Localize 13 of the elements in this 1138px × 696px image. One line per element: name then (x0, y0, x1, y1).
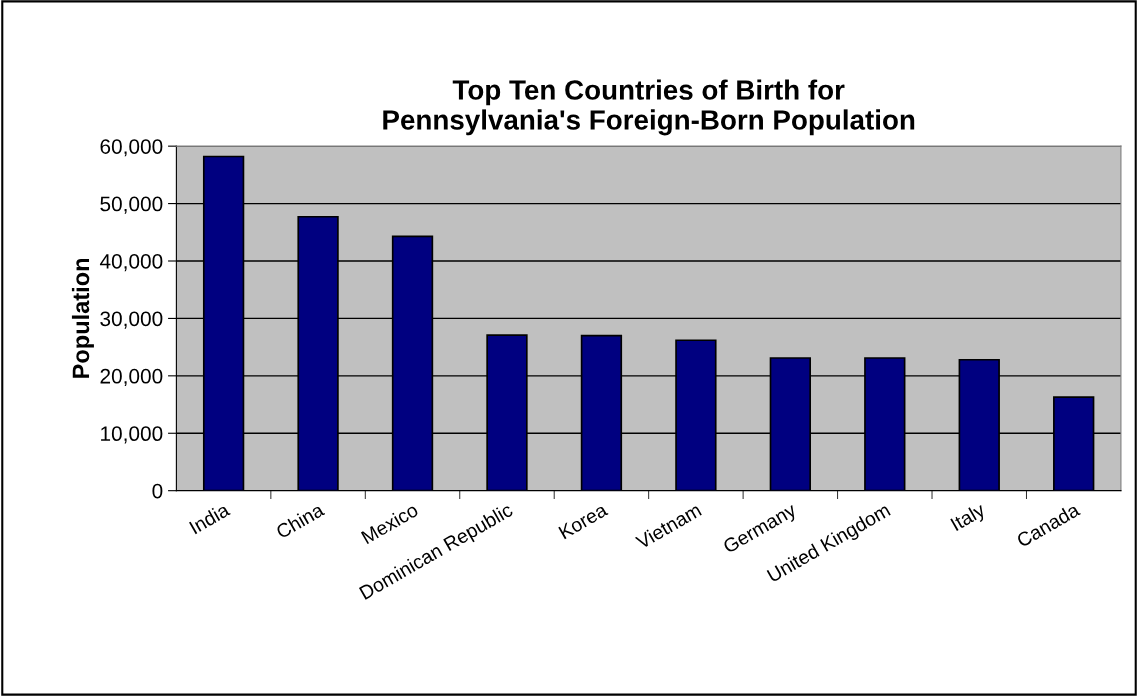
x-tick-label: China (274, 501, 326, 540)
y-tick-label: 20,000 (100, 368, 163, 387)
y-axis-title: Population (71, 258, 94, 378)
y-tick-label: 0 (152, 483, 163, 499)
y-tick-label: 50,000 (100, 196, 163, 214)
y-tick-label: 40,000 (99, 254, 163, 272)
y-tick-label: 10,000 (101, 426, 163, 444)
y-tick-label: 60,000 (100, 139, 163, 157)
x-tick-label: Italy (949, 501, 989, 535)
y-tick-label: 30,000 (100, 311, 163, 329)
x-tick-label: Korea (558, 502, 609, 540)
x-tick-label: India (188, 501, 231, 535)
chart-title: Top Ten Countries of Birth for Pennsylvania's Foreign-Born Population (383, 79, 915, 136)
